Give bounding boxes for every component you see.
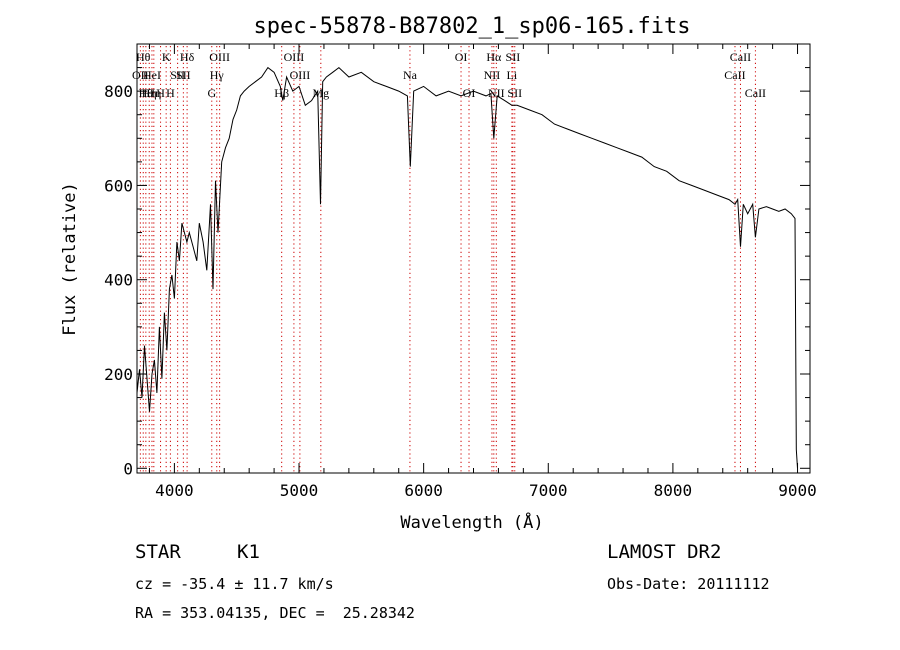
y-tick-label: 0 xyxy=(123,459,133,478)
spectral-line-label: H xyxy=(156,86,165,100)
spectral-line-label: NII xyxy=(484,68,501,82)
x-axis: 4000 5000 6000 7000 8000 9000 xyxy=(148,44,817,500)
spectral-line-label: Hθ xyxy=(139,86,154,100)
spectral-line-label: SII xyxy=(170,68,185,82)
spectral-line-label: K xyxy=(162,50,171,64)
spectral-line-label: OIII xyxy=(209,50,230,64)
spectral-line-label: Hγ xyxy=(210,68,225,82)
y-tick-label: 600 xyxy=(104,176,133,195)
spectral-line-label: HeI xyxy=(143,68,161,82)
x-tick-label: 7000 xyxy=(529,481,568,500)
spectral-line-label: SII xyxy=(506,50,521,64)
spectral-line-label: Na xyxy=(403,68,418,82)
spectral-line-markers xyxy=(139,46,756,473)
spectral-line-label: CaII xyxy=(724,68,745,82)
spectral-line-label: CaII xyxy=(730,50,751,64)
spectral-line-label: H xyxy=(166,86,175,100)
object-class: STAR xyxy=(135,541,181,563)
spectral-line-label: SII xyxy=(176,68,191,82)
spectral-line-label: Hη xyxy=(146,86,161,100)
plot-frame xyxy=(136,43,811,474)
spectral-line-label: OIII xyxy=(284,50,305,64)
spectral-line-label: OI xyxy=(455,50,468,64)
spectral-line-label: Mg xyxy=(312,86,329,100)
chart-title: spec-55878-B87802_1_sp06-165.fits xyxy=(253,14,690,39)
x-tick-label: 4000 xyxy=(155,481,194,500)
observation-date: Obs-Date: 20111112 xyxy=(607,575,770,593)
x-tick-label: 8000 xyxy=(654,481,693,500)
y-axis: 0 200 400 600 800 xyxy=(104,67,810,478)
x-tick-label: 9000 xyxy=(778,481,817,500)
spectral-line-label: Hθ xyxy=(136,50,151,64)
spectral-line-label: Hα xyxy=(486,50,502,64)
object-subclass: K1 xyxy=(237,541,260,563)
spectral-line-label: Hδ xyxy=(180,50,195,64)
spectral-line-label: OIII xyxy=(290,68,311,82)
spectral-line-label: SII xyxy=(507,86,522,100)
x-axis-label: Wavelength (Å) xyxy=(400,511,543,533)
spectral-line-label: NII xyxy=(488,86,505,100)
survey-name: LAMOST DR2 xyxy=(607,541,722,563)
x-tick-label: 6000 xyxy=(404,481,443,500)
spectral-line-label: CaII xyxy=(745,86,766,100)
spectrum-line xyxy=(136,66,798,469)
coordinates: RA = 353.04135, DEC = 25.28342 xyxy=(135,604,415,622)
spectral-line-label: Li xyxy=(507,68,518,82)
y-tick-label: 800 xyxy=(104,82,133,101)
redshift-velocity: cz = -35.4 ± 11.7 km/s xyxy=(135,575,334,593)
y-tick-label: 400 xyxy=(104,271,133,290)
y-axis-label: Flux (relative) xyxy=(60,182,80,336)
spectral-line-label: OII xyxy=(132,68,149,82)
spectral-line-labels: OIIHθHθHηHeIHηHKHSIISIIHδGHγOIIIHβOIIIOI… xyxy=(132,50,766,100)
y-tick-label: 200 xyxy=(104,365,133,384)
spectral-line-label: Hη xyxy=(142,86,157,100)
x-tick-label: 5000 xyxy=(280,481,319,500)
spectral-line-label: G xyxy=(207,86,216,100)
